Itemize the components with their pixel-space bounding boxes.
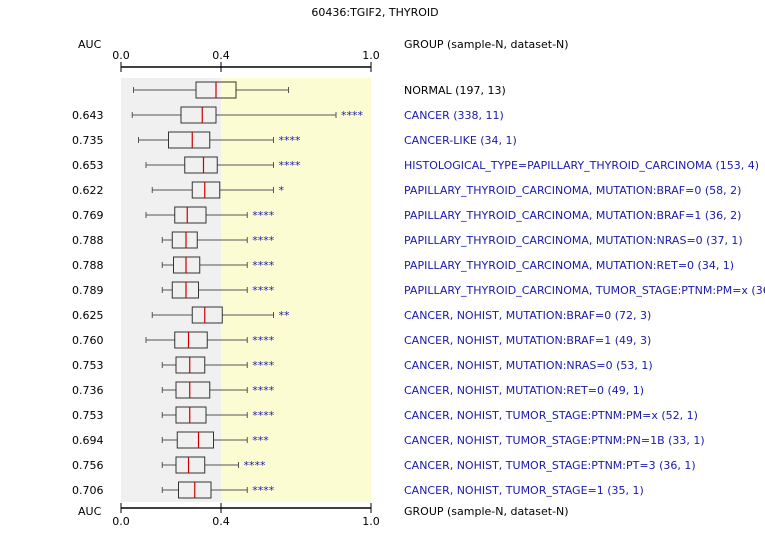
chart-title: 60436:TGIF2, THYROID xyxy=(311,6,438,19)
x-tick-label-bottom: 0.4 xyxy=(212,515,230,528)
auc-value: 0.706 xyxy=(72,484,104,497)
iqr-box xyxy=(174,331,208,349)
group-label: CANCER, NOHIST, TUMOR_STAGE:PTNM:PN=1B (… xyxy=(404,434,705,447)
significance-stars: **** xyxy=(279,159,302,172)
significance-stars: **** xyxy=(341,109,364,122)
auc-value: 0.753 xyxy=(72,409,104,422)
significance-stars: **** xyxy=(252,234,275,247)
significance-stars: **** xyxy=(252,209,275,222)
box-row: 0.625 ** CANCER, NOHIST, MUTATION:BRAF=0 (… xyxy=(72,306,651,324)
significance-stars: ** xyxy=(279,309,291,322)
iqr-box xyxy=(171,281,199,299)
auc-value: 0.788 xyxy=(72,234,104,247)
box-row: 0.753 **** CANCER, NOHIST, TUMOR_STAGE:PTN… xyxy=(72,406,698,424)
group-header-top: GROUP (sample-N, dataset-N) xyxy=(404,38,569,51)
significance-stars: *** xyxy=(252,434,269,447)
significance-stars: **** xyxy=(252,484,275,497)
auc-value: 0.760 xyxy=(72,334,104,347)
box-row: 0.694 *** CANCER, NOHIST, TUMOR_STAGE:PTNM… xyxy=(72,431,705,449)
group-label: CANCER, NOHIST, MUTATION:BRAF=0 (72, 3) xyxy=(404,309,651,322)
box-row: 0.788 **** PAPILLARY_THYROID_CARCINOMA, MU… xyxy=(72,231,743,249)
box-row: 0.760 **** CANCER, NOHIST, MUTATION:BRAF=1… xyxy=(72,331,651,349)
group-label: CANCER (338, 11) xyxy=(404,109,504,122)
box-row: 0.789 **** PAPILLARY_THYROID_CARCINOMA, TU… xyxy=(72,281,765,299)
auc-value: 0.756 xyxy=(72,459,104,472)
iqr-box xyxy=(175,381,211,399)
x-tick-label-top: 1.0 xyxy=(362,49,380,62)
box-row: 0.622 * PAPILLARY_THYROID_CARCINOMA, MUTAT… xyxy=(72,181,741,199)
group-header-bottom: GROUP (sample-N, dataset-N) xyxy=(404,505,569,518)
x-tick-label-bottom: 1.0 xyxy=(362,515,380,528)
box-row: 0.788 **** PAPILLARY_THYROID_CARCINOMA, MU… xyxy=(72,256,734,274)
x-tick-label-bottom: 0.0 xyxy=(112,515,130,528)
box-row: 0.735 **** CANCER-LIKE (34, 1) xyxy=(72,131,517,149)
iqr-box xyxy=(171,231,198,249)
group-label: PAPILLARY_THYROID_CARCINOMA, MUTATION:BR… xyxy=(404,184,741,197)
iqr-box xyxy=(168,131,211,149)
iqr-box xyxy=(176,431,214,449)
iqr-box xyxy=(180,106,217,124)
group-label: NORMAL (197, 13) xyxy=(404,84,506,97)
box-row: 0.769 **** PAPILLARY_THYROID_CARCINOMA, MU… xyxy=(72,206,741,224)
iqr-box xyxy=(173,256,201,274)
auc-value: 0.788 xyxy=(72,259,104,272)
auc-value: 0.769 xyxy=(72,209,104,222)
auc-value: 0.753 xyxy=(72,359,104,372)
box-row: 0.756 **** CANCER, NOHIST, TUMOR_STAGE:PTN… xyxy=(72,456,696,474)
significance-stars: **** xyxy=(252,409,275,422)
auc-header-top: AUC xyxy=(78,38,102,51)
box-row: 0.706 **** CANCER, NOHIST, TUMOR_STAGE=1 (… xyxy=(72,481,644,499)
auc-value: 0.694 xyxy=(72,434,104,447)
group-label: PAPILLARY_THYROID_CARCINOMA, TUMOR_STAGE… xyxy=(404,284,765,297)
group-label: PAPILLARY_THYROID_CARCINOMA, MUTATION:RE… xyxy=(404,259,734,272)
group-label: CANCER, NOHIST, TUMOR_STAGE:PTNM:PT=3 (3… xyxy=(404,459,696,472)
box-row-normal: NORMAL (197, 13) xyxy=(133,81,506,99)
auc-value: 0.625 xyxy=(72,309,104,322)
auc-value: 0.735 xyxy=(72,134,104,147)
x-tick-label-top: 0.4 xyxy=(212,49,230,62)
significance-stars: **** xyxy=(252,259,275,272)
iqr-box xyxy=(174,206,207,224)
significance-stars: **** xyxy=(252,384,275,397)
box-row: 0.653 **** HISTOLOGICAL_TYPE=PAPILLARY_THY… xyxy=(72,156,759,174)
group-label: CANCER, NOHIST, MUTATION:BRAF=1 (49, 3) xyxy=(404,334,651,347)
auc-header-bottom: AUC xyxy=(78,505,102,518)
significance-stars: **** xyxy=(244,459,267,472)
significance-stars: * xyxy=(279,184,285,197)
auc-value: 0.653 xyxy=(72,159,104,172)
box-row: 0.753 **** CANCER, NOHIST, MUTATION:NRAS=0… xyxy=(72,356,653,374)
group-label: PAPILLARY_THYROID_CARCINOMA, MUTATION:BR… xyxy=(404,209,741,222)
group-label: PAPILLARY_THYROID_CARCINOMA, MUTATION:NR… xyxy=(404,234,743,247)
auc-value: 0.622 xyxy=(72,184,104,197)
group-label: CANCER-LIKE (34, 1) xyxy=(404,134,517,147)
iqr-box xyxy=(175,356,206,374)
auc-value: 0.643 xyxy=(72,109,104,122)
x-tick-label-top: 0.0 xyxy=(112,49,130,62)
group-label: HISTOLOGICAL_TYPE=PAPILLARY_THYROID_CARC… xyxy=(404,159,759,172)
box-row: 0.736 **** CANCER, NOHIST, MUTATION:RET=0 … xyxy=(72,381,644,399)
iqr-box xyxy=(191,306,223,324)
group-label: CANCER, NOHIST, TUMOR_STAGE=1 (35, 1) xyxy=(404,484,644,497)
iqr-box xyxy=(184,156,218,174)
group-label: CANCER, NOHIST, MUTATION:NRAS=0 (53, 1) xyxy=(404,359,653,372)
box-rows: NORMAL (197, 13)0.643 **** CANCER (338, 11… xyxy=(72,81,765,499)
auc-value: 0.789 xyxy=(72,284,104,297)
box-row: 0.643 **** CANCER (338, 11) xyxy=(72,106,504,124)
significance-stars: **** xyxy=(252,334,275,347)
significance-stars: **** xyxy=(252,284,275,297)
significance-stars: **** xyxy=(252,359,275,372)
iqr-box xyxy=(191,181,221,199)
significance-stars: **** xyxy=(279,134,302,147)
x-axes: 0.0 0.4 1.0 0.0 0.4 1.0 xyxy=(112,49,380,528)
iqr-box xyxy=(175,456,206,474)
group-label: CANCER, NOHIST, TUMOR_STAGE:PTNM:PM=x (5… xyxy=(404,409,698,422)
iqr-box xyxy=(175,406,207,424)
group-label: CANCER, NOHIST, MUTATION:RET=0 (49, 1) xyxy=(404,384,644,397)
auc-value: 0.736 xyxy=(72,384,104,397)
